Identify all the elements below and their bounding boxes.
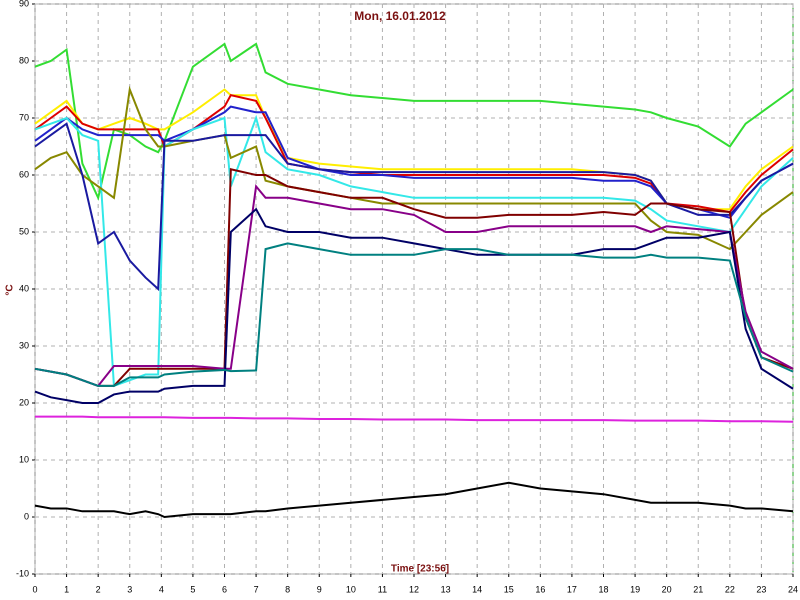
x-tick-label: 23 xyxy=(756,584,766,594)
chart-title: Mon, 16.01.2012 xyxy=(354,9,446,23)
x-tick-label: 17 xyxy=(567,584,577,594)
y-tick-label: 10 xyxy=(19,454,29,464)
x-tick-label: 2 xyxy=(96,584,101,594)
x-axis-label: Time [23:56] xyxy=(391,564,449,575)
data-line xyxy=(34,184,794,388)
x-tick-label: 9 xyxy=(317,584,322,594)
x-tick-label: 0 xyxy=(32,584,37,594)
data-line xyxy=(34,481,794,519)
x-tick-label: 20 xyxy=(662,584,672,594)
x-tick-label: 22 xyxy=(725,584,735,594)
y-tick-label: 80 xyxy=(19,55,29,65)
y-tick-label: 50 xyxy=(19,226,29,236)
data-line xyxy=(34,242,794,387)
y-tick-label: -10 xyxy=(16,568,29,578)
x-tick-label: 12 xyxy=(409,584,419,594)
x-tick-label: 15 xyxy=(504,584,514,594)
y-axis-label: °C xyxy=(5,284,16,295)
y-tick-label: 60 xyxy=(19,169,29,179)
y-tick-label: 40 xyxy=(19,283,29,293)
y-tick-label: 90 xyxy=(19,0,29,8)
x-tick-label: 6 xyxy=(222,584,227,594)
y-tick-label: 0 xyxy=(24,511,29,521)
x-tick-label: 18 xyxy=(598,584,608,594)
y-tick-label: 20 xyxy=(19,397,29,407)
x-tick-label: 14 xyxy=(472,584,482,594)
y-tick-label: 70 xyxy=(19,112,29,122)
x-tick-label: 10 xyxy=(346,584,356,594)
x-tick-label: 5 xyxy=(190,584,195,594)
y-tick-label: 30 xyxy=(19,340,29,350)
x-tick-label: 16 xyxy=(535,584,545,594)
x-tick-label: 3 xyxy=(127,584,132,594)
x-tick-label: 8 xyxy=(285,584,290,594)
data-line xyxy=(34,122,794,292)
x-tick-label: 1 xyxy=(64,584,69,594)
x-tick-label: 11 xyxy=(378,584,387,594)
data-line xyxy=(34,114,794,388)
x-tick-label: 13 xyxy=(441,584,451,594)
x-tick-label: 19 xyxy=(630,584,640,594)
x-tick-label: 7 xyxy=(254,584,259,594)
data-line xyxy=(34,42,794,201)
x-tick-label: 4 xyxy=(159,584,164,594)
x-tick-label: 21 xyxy=(693,584,703,594)
data-line xyxy=(34,207,794,404)
data-line xyxy=(34,168,794,387)
x-tick-label: 24 xyxy=(788,584,798,594)
data-line xyxy=(35,415,794,423)
data-line xyxy=(34,105,794,219)
